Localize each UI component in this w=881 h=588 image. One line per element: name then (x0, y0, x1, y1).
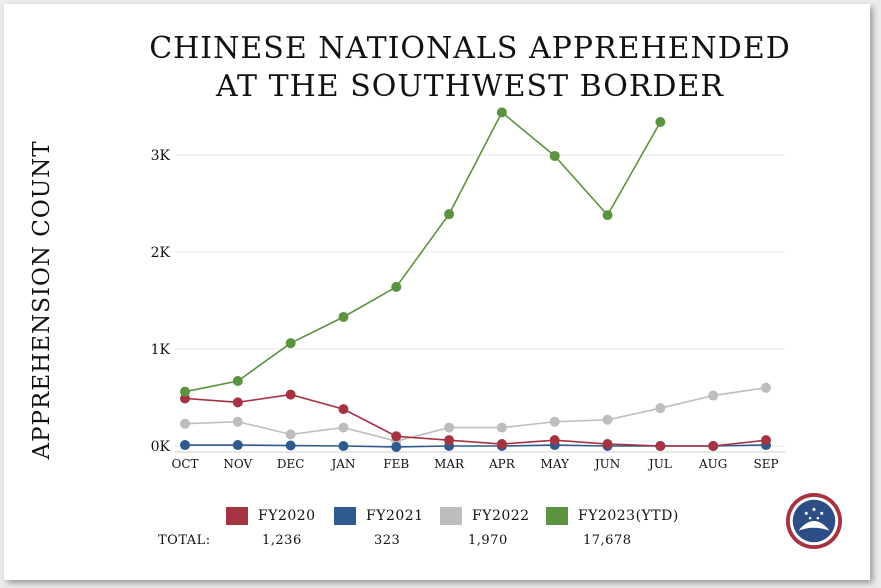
data-point (232, 397, 243, 408)
legend-swatch-fy2023 (546, 507, 568, 525)
data-point (285, 389, 296, 400)
data-point (180, 386, 190, 397)
data-point (180, 440, 190, 451)
x-tick-label: DEC (277, 457, 305, 471)
data-point (391, 431, 402, 442)
data-point (232, 376, 243, 387)
y-tick-label: 3K (151, 148, 171, 164)
totals-row: TOTAL: 1,236 323 1,970 17,678 (0, 533, 881, 553)
data-point (444, 209, 455, 220)
series-line (184, 387, 767, 442)
chart-card (4, 4, 870, 580)
x-tick-label: NOV (223, 457, 252, 471)
chart-title: CHINESE NATIONALS APPREHENDED AT THE SOU… (90, 30, 850, 106)
y-tick-label: 2K (151, 245, 171, 261)
data-point (602, 414, 613, 425)
x-tick-label: SEP (753, 457, 778, 471)
series-fy2020 (180, 389, 771, 451)
series-layer (180, 107, 771, 452)
data-point (602, 210, 613, 221)
series-fy2022 (180, 382, 771, 447)
data-point (602, 439, 613, 450)
data-point (338, 404, 349, 415)
data-point (655, 403, 666, 414)
data-point (708, 390, 719, 401)
data-point (338, 441, 349, 451)
x-tick-label: AUG (698, 457, 727, 471)
data-point (496, 422, 507, 433)
x-tick-label: JUL (647, 457, 672, 471)
y-tick-label: 0K (151, 439, 171, 455)
data-point (285, 429, 296, 440)
x-tick-label: JAN (329, 457, 355, 471)
data-point (708, 441, 719, 451)
legend-swatch-fy2020 (226, 507, 248, 525)
data-point (444, 435, 455, 446)
homeland-security-republicans-seal-icon (785, 492, 843, 550)
x-tick-label: FEB (383, 457, 409, 471)
tick-layer: 0K 1K 2K 3K OCT NOV DEC JAN FEB MAR APR MAY JUN JUL AU… (151, 148, 779, 471)
legend-item-fy2021: FY2021 (334, 505, 424, 527)
data-point (232, 416, 243, 427)
data-point (655, 117, 666, 128)
y-tick-label: 1K (151, 342, 171, 358)
legend-label-fy2022: FY2022 (472, 508, 530, 524)
data-point (391, 441, 402, 452)
x-tick-label: APR (488, 457, 516, 471)
x-tick-label: MAY (541, 457, 570, 471)
legend-item-fy2023: FY2023(YTD) (546, 505, 679, 527)
total-fy2023: 17,678 (583, 533, 632, 548)
legend-label-fy2023: FY2023(YTD) (578, 508, 679, 524)
data-point (285, 440, 296, 451)
data-point (761, 382, 771, 393)
series-line (184, 111, 662, 393)
data-point (549, 150, 560, 161)
data-point (180, 418, 190, 429)
legend-label-fy2020: FY2020 (258, 508, 316, 524)
x-tick-label: OCT (171, 457, 198, 471)
legend: FY2020 FY2021 FY2022 FY2023(YTD) (0, 505, 881, 527)
legend-swatch-fy2021 (334, 507, 356, 525)
total-fy2021: 323 (374, 533, 401, 548)
data-point (496, 107, 507, 118)
data-point (655, 441, 666, 451)
series-fy2023-ytd- (180, 107, 666, 397)
data-point (285, 338, 296, 349)
data-point (549, 435, 560, 446)
grid-layer (175, 154, 785, 453)
total-fy2022: 1,970 (468, 533, 508, 548)
chart-title-line-2: AT THE SOUTHWEST BORDER (216, 69, 724, 104)
data-point (391, 281, 402, 292)
x-tick-label: JUN (593, 457, 620, 471)
data-point (232, 440, 243, 451)
data-point (338, 311, 349, 322)
legend-item-fy2022: FY2022 (440, 505, 530, 527)
totals-label: TOTAL: (158, 533, 211, 548)
data-point (444, 422, 455, 433)
legend-swatch-fy2022 (440, 507, 462, 525)
data-point (496, 439, 507, 450)
chart-title-line-1: CHINESE NATIONALS APPREHENDED (149, 31, 791, 66)
series-line (184, 393, 767, 447)
legend-item-fy2020: FY2020 (226, 505, 316, 527)
legend-label-fy2021: FY2021 (366, 508, 424, 524)
total-fy2020: 1,236 (262, 533, 302, 548)
data-point (338, 422, 349, 433)
data-point (549, 416, 560, 427)
data-point (761, 435, 771, 446)
x-tick-label: MAR (434, 457, 465, 471)
